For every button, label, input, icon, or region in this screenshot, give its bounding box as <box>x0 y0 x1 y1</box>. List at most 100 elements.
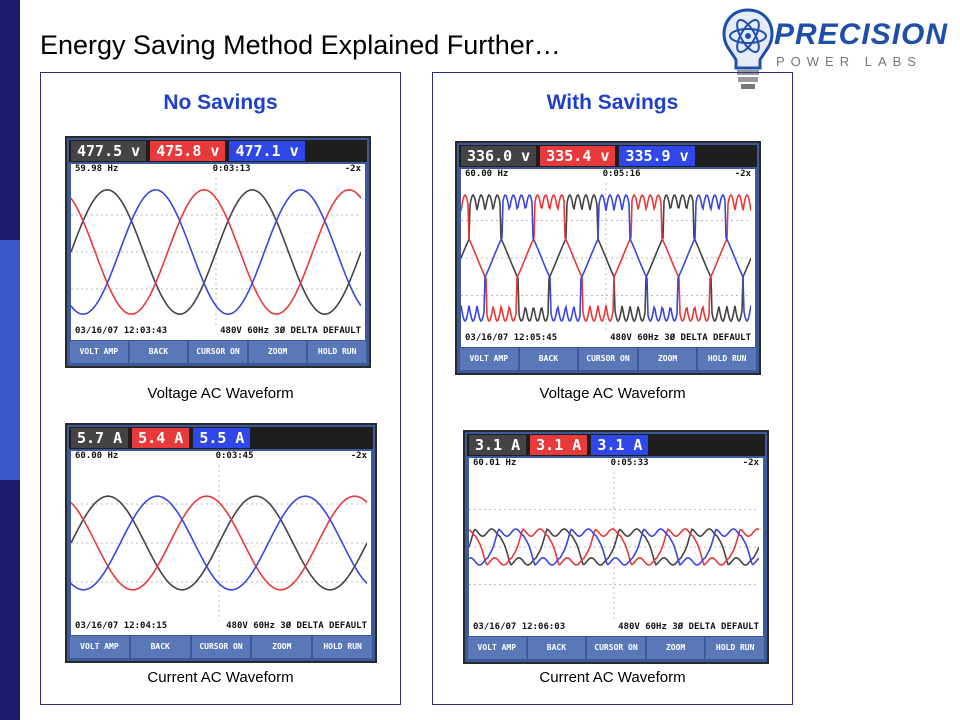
logo-subtitle: POWER LABS <box>776 54 922 69</box>
current-scope-with-savings: 3.1 A 3.1 A 3.1 A 60.01 Hz 0:05:33 -2x 0… <box>463 430 769 674</box>
no-savings-panel: No Savings 477.5 v 475.8 v 477.1 v 59.98… <box>40 72 401 705</box>
readout-phase-b: 475.8 v <box>150 141 226 161</box>
readout-phase-a: 5.7 A <box>71 428 129 448</box>
current-waveform-plot <box>469 472 759 622</box>
phase-c-trace <box>469 528 759 567</box>
phase-b-trace <box>469 528 759 566</box>
scope-footer: 03/16/07 12:06:03 480V 60Hz 3Ø DELTA DEF… <box>473 622 759 634</box>
readout-phase-a: 477.5 v <box>71 141 147 161</box>
with-savings-heading: With Savings <box>546 91 679 114</box>
scope-zoom-button[interactable]: ZOOM <box>646 637 705 659</box>
scope-zoom: -2x <box>734 169 751 179</box>
slide-title: Energy Saving Method Explained Further… <box>40 30 561 60</box>
readout-phase-b: 3.1 A <box>530 435 588 455</box>
scope-back-button[interactable]: BACK <box>129 341 188 363</box>
scope-date: 03/16/07 12:03:43 <box>75 326 168 336</box>
scope-status: 60.00 Hz 0:05:16 -2x <box>465 169 751 183</box>
phase-a-trace <box>71 188 361 316</box>
scope-screen: 59.98 Hz 0:03:13 -2x 03/16/07 12:03:43 4… <box>71 164 365 340</box>
voltage-waveform-plot <box>71 178 361 326</box>
scope-back-button[interactable]: BACK <box>130 636 190 658</box>
current-waveform-plot <box>71 465 367 621</box>
with-savings-panel: With Savings 336.0 v 335.4 v 335.9 v 60.… <box>432 72 793 705</box>
scope-zoom-button[interactable]: ZOOM <box>248 341 307 363</box>
voltage-caption-no-savings: Voltage AC Waveform <box>147 385 294 402</box>
scope-date: 03/16/07 12:04:15 <box>75 621 168 631</box>
scope-elapsed-time: 0:03:13 <box>212 164 251 174</box>
scope-zoom: -2x <box>350 451 367 461</box>
scope-mode: 480V 60Hz 3Ø DELTA DEFAULT <box>226 621 367 631</box>
scope-volt-amp-button[interactable]: VOLT AMP <box>70 636 129 658</box>
scope-back-button[interactable]: BACK <box>527 637 586 659</box>
scope-cursor-button[interactable]: CURSOR ON OFF <box>189 341 247 378</box>
scope-button-row: VOLT AMP BACK CURSOR ON OFF ZOOM HOLD RU… <box>459 347 757 385</box>
scope-hold-run-button[interactable]: HOLD RUN <box>308 341 366 363</box>
readout-phase-c: 477.1 v <box>229 141 305 161</box>
scope-frequency: 60.00 Hz <box>465 169 509 179</box>
phase-b-trace <box>71 495 367 591</box>
scope-zoom-button[interactable]: ZOOM <box>252 636 312 658</box>
scope-footer: 03/16/07 12:04:15 480V 60Hz 3Ø DELTA DEF… <box>75 621 367 633</box>
side-stripe-bottom <box>0 480 20 720</box>
scope-screen: 60.00 Hz 0:03:45 -2x 03/16/07 12:04:15 4… <box>71 451 371 635</box>
scope-hold-run-button[interactable]: HOLD RUN <box>706 637 764 659</box>
scope-frequency: 60.00 Hz <box>75 451 119 461</box>
scope-status: 59.98 Hz 0:03:13 -2x <box>75 164 361 178</box>
phase-a-trace <box>469 528 759 566</box>
scope-zoom: -2x <box>742 458 759 468</box>
scope-back-button[interactable]: BACK <box>519 348 578 370</box>
voltage-scope-with-savings: 336.0 v 335.4 v 335.9 v 60.00 Hz 0:05:16… <box>455 141 761 385</box>
scope-hold-run-button[interactable]: HOLD RUN <box>313 636 372 658</box>
scope-button-row: VOLT AMP BACK CURSOR ON OFF ZOOM HOLD RU… <box>467 636 765 674</box>
scope-readouts: 5.7 A 5.4 A 5.5 A <box>69 427 373 449</box>
scope-button-row: VOLT AMP BACK CURSOR ON OFF ZOOM HOLD RU… <box>69 340 367 378</box>
scope-screen: 60.01 Hz 0:05:33 -2x 03/16/07 12:06:03 4… <box>469 458 763 636</box>
scope-date: 03/16/07 12:05:45 <box>465 333 558 343</box>
voltage-caption-with-savings: Voltage AC Waveform <box>539 385 686 402</box>
logo-wordmark: PRECISION <box>774 18 949 51</box>
readout-phase-a: 336.0 v <box>461 146 537 166</box>
scope-volt-amp-button[interactable]: VOLT AMP <box>460 348 518 370</box>
scope-mode: 480V 60Hz 3Ø DELTA DEFAULT <box>618 622 759 632</box>
readout-phase-c: 335.9 v <box>619 146 695 166</box>
phase-c-trace <box>71 495 367 591</box>
no-savings-heading: No Savings <box>163 91 278 114</box>
scope-readouts: 336.0 v 335.4 v 335.9 v <box>459 145 757 167</box>
side-stripe-middle <box>0 240 20 480</box>
readout-phase-b: 335.4 v <box>540 146 616 166</box>
readout-phase-c: 3.1 A <box>591 435 649 455</box>
side-stripe-top <box>0 0 20 240</box>
phase-c-trace <box>71 189 361 316</box>
scope-elapsed-time: 0:05:33 <box>610 458 649 468</box>
scope-cursor-button[interactable]: CURSOR ON OFF <box>587 637 645 674</box>
scope-footer: 03/16/07 12:05:45 480V 60Hz 3Ø DELTA DEF… <box>465 333 751 345</box>
scope-elapsed-time: 0:03:45 <box>215 451 254 461</box>
scope-cursor-button[interactable]: CURSOR ON OFF <box>191 636 251 673</box>
scope-cursor-button[interactable]: CURSOR ON OFF <box>579 348 637 385</box>
scope-hold-run-button[interactable]: HOLD RUN <box>698 348 756 370</box>
readout-phase-a: 3.1 A <box>469 435 527 455</box>
voltage-waveform-plot <box>461 183 751 333</box>
scope-date: 03/16/07 12:06:03 <box>473 622 566 632</box>
phase-b-trace <box>71 188 361 315</box>
scope-footer: 03/16/07 12:03:43 480V 60Hz 3Ø DELTA DEF… <box>75 326 361 338</box>
readout-phase-b: 5.4 A <box>132 428 190 448</box>
voltage-scope-no-savings: 477.5 v 475.8 v 477.1 v 59.98 Hz 0:03:13… <box>65 136 371 378</box>
scope-elapsed-time: 0:05:16 <box>602 169 641 179</box>
scope-button-row: VOLT AMP BACK CURSOR ON OFF ZOOM HOLD RU… <box>69 635 373 673</box>
scope-status: 60.01 Hz 0:05:33 -2x <box>473 458 759 472</box>
scope-mode: 480V 60Hz 3Ø DELTA DEFAULT <box>220 326 361 336</box>
phase-b-trace <box>461 193 751 323</box>
current-caption-with-savings: Current AC Waveform <box>539 669 686 686</box>
readout-phase-c: 5.5 A <box>193 428 251 448</box>
current-scope-no-savings: 5.7 A 5.4 A 5.5 A 60.00 Hz 0:03:45 -2x 0… <box>65 423 377 673</box>
scope-mode: 480V 60Hz 3Ø DELTA DEFAULT <box>610 333 751 343</box>
scope-zoom-button[interactable]: ZOOM <box>638 348 697 370</box>
scope-volt-amp-button[interactable]: VOLT AMP <box>70 341 128 363</box>
scope-volt-amp-button[interactable]: VOLT AMP <box>468 637 526 659</box>
phase-c-trace <box>461 193 751 323</box>
scope-zoom: -2x <box>344 164 361 174</box>
phase-a-trace <box>461 193 751 323</box>
scope-readouts: 477.5 v 475.8 v 477.1 v <box>69 140 367 162</box>
scope-frequency: 59.98 Hz <box>75 164 119 174</box>
